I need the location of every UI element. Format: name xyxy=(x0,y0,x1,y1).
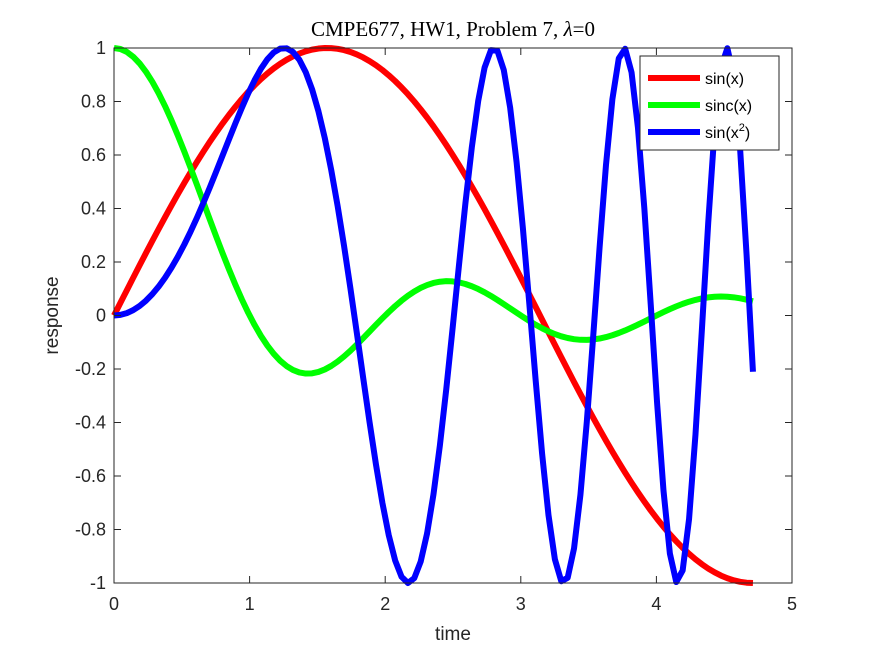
legend-label: sin(x) xyxy=(705,71,744,88)
y-tick-label: -0.6 xyxy=(75,466,106,486)
y-tick-label: 0.6 xyxy=(81,145,106,165)
x-tick-label: 3 xyxy=(516,594,526,614)
series-line-3 xyxy=(113,45,756,586)
x-tick-label: 4 xyxy=(651,594,661,614)
x-tick-label: 2 xyxy=(380,594,390,614)
x-tick-label: 1 xyxy=(245,594,255,614)
y-tick-label: 0 xyxy=(96,306,106,326)
x-tick-label: 0 xyxy=(109,594,119,614)
y-axis-label: response xyxy=(42,276,63,354)
y-tick-label: 0.8 xyxy=(81,92,106,112)
x-tick-label: 5 xyxy=(787,594,797,614)
y-tick-label: 1 xyxy=(96,38,106,58)
y-tick-label: 0.2 xyxy=(81,252,106,272)
y-tick-label: -0.4 xyxy=(75,413,106,433)
y-tick-label: -1 xyxy=(90,573,106,593)
series-layer xyxy=(111,45,756,586)
series-line-2 xyxy=(113,45,754,377)
chart-title: CMPE677, HW1, Problem 7, λ=0 xyxy=(311,17,595,41)
legend-label: sin(x2) xyxy=(705,122,750,142)
legend-label: sinc(x) xyxy=(705,98,752,115)
series-line-1 xyxy=(111,45,754,586)
y-tick-label: -0.8 xyxy=(75,520,106,540)
y-tick-label: -0.2 xyxy=(75,359,106,379)
ticks-layer: 0 1 2 3 4 5 -1 -0.8 -0.6 -0.4 -0.2 0 0.2 0.4 0.6 0.8 1 xyxy=(75,38,797,614)
x-axis-label: time xyxy=(435,624,471,645)
legend: sin(x) sinc(x) sin(x2) xyxy=(639,55,780,151)
y-tick-label: 0.4 xyxy=(81,199,106,219)
